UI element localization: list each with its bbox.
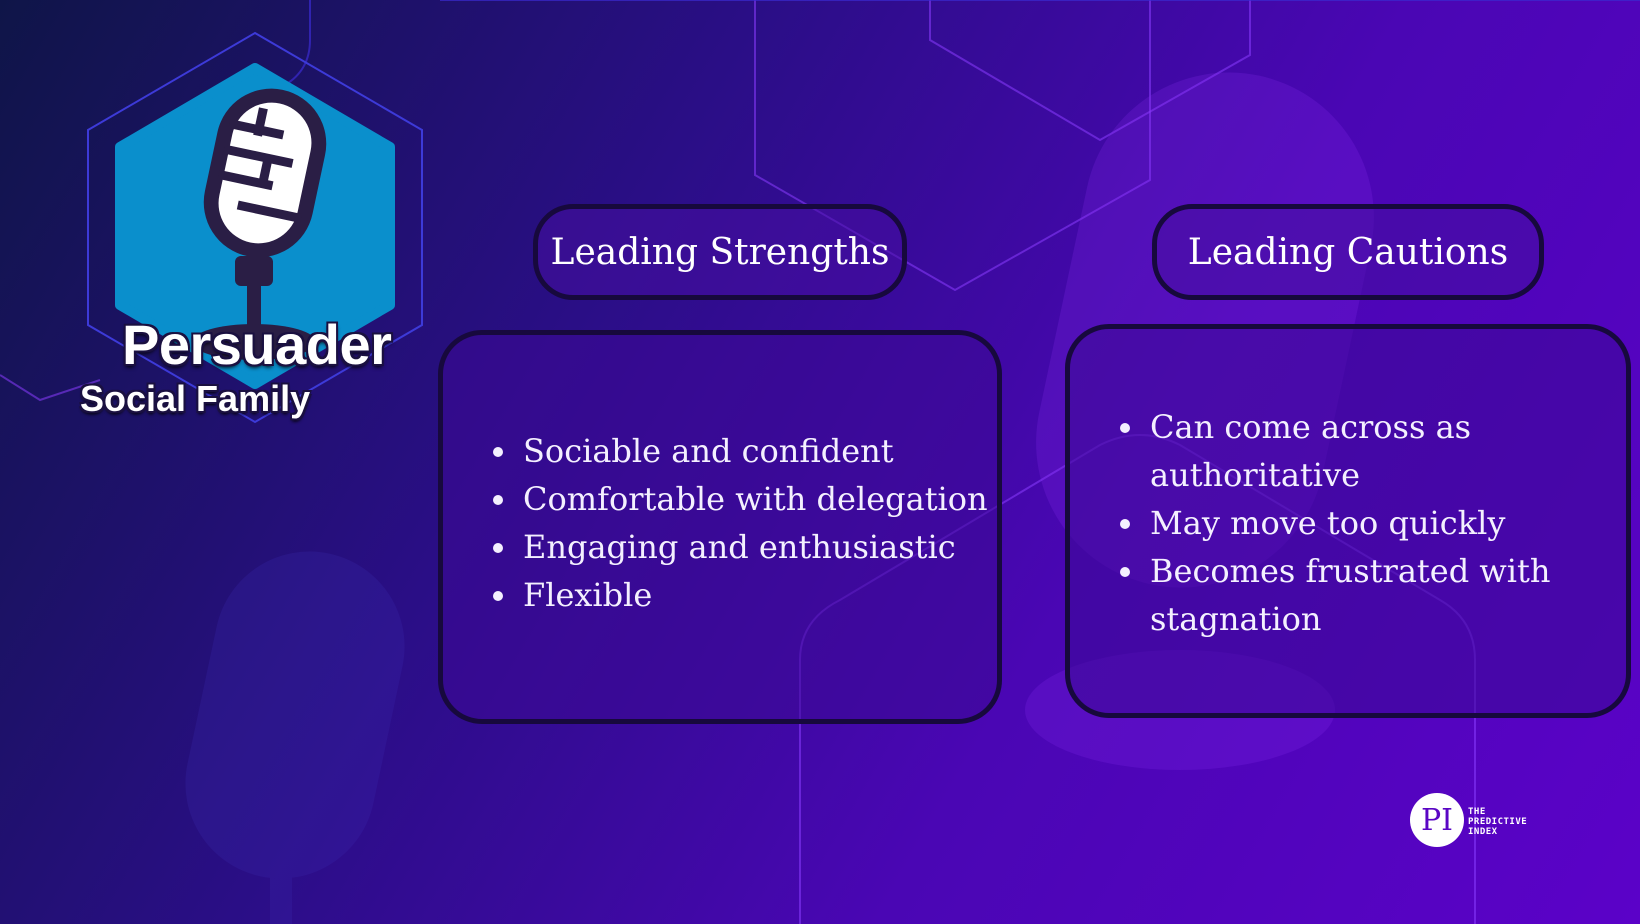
- logo-wordmark: THE PREDICTIVE INDEX: [1468, 807, 1528, 837]
- page-subtitle: Social Family: [80, 378, 311, 419]
- page-title: Persuader: [122, 313, 392, 376]
- logo-mark: PI: [1410, 793, 1464, 847]
- strengths-heading: Leading Strengths: [533, 204, 907, 300]
- strengths-list: Sociable and confident Comfortable with …: [443, 427, 1025, 619]
- list-item: Becomes frustrated with stagnation: [1112, 547, 1632, 643]
- list-item: Comfortable with delegation: [485, 475, 1025, 523]
- cautions-list: Can come across as authoritative May mov…: [1070, 403, 1632, 643]
- microphone-watermark-icon: [185, 551, 405, 924]
- cautions-heading: Leading Cautions: [1152, 204, 1544, 300]
- list-item: Engaging and enthusiastic: [485, 523, 1025, 571]
- list-item: Can come across as authoritative: [1112, 403, 1632, 499]
- cautions-panel: Can come across as authoritative May mov…: [1065, 324, 1631, 718]
- list-item: Flexible: [485, 571, 1025, 619]
- predictive-index-logo: PI THE PREDICTIVE INDEX: [1410, 793, 1542, 849]
- list-item: Sociable and confident: [485, 427, 1025, 475]
- list-item: May move too quickly: [1112, 499, 1632, 547]
- strengths-panel: Sociable and confident Comfortable with …: [438, 330, 1002, 724]
- microphone-icon: [192, 88, 327, 360]
- persuader-badge: [87, 31, 423, 424]
